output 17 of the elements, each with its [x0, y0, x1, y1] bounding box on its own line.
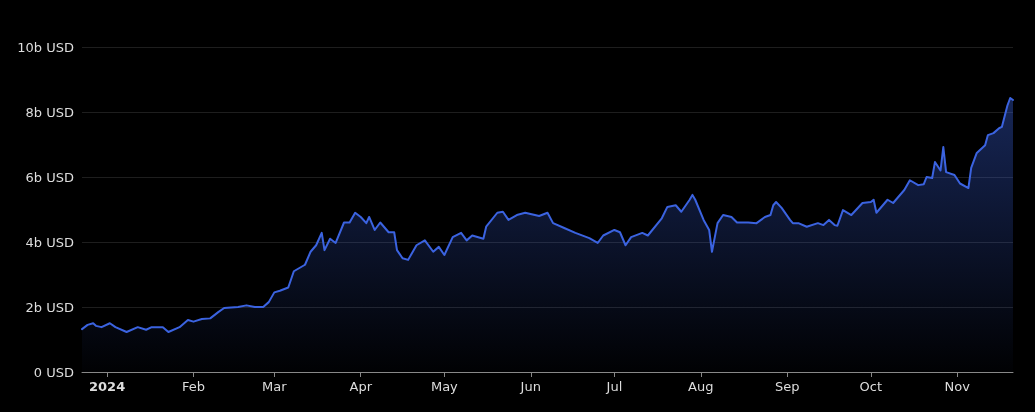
- y-tick-label: 8b USD: [25, 104, 74, 120]
- x-tick-label: Mar: [262, 379, 288, 394]
- x-tick-label: 2024: [88, 379, 126, 394]
- x-tick-label: Aug: [688, 379, 714, 394]
- x-tick-label: Nov: [944, 379, 971, 394]
- x-tick-label: Jul: [605, 379, 623, 394]
- x-tick-label: May: [430, 379, 459, 394]
- x-tick-label: Feb: [181, 379, 206, 394]
- x-tick-label: Jun: [519, 379, 541, 394]
- y-tick-label: 6b USD: [25, 169, 74, 185]
- y-tick-label: 2b USD: [25, 299, 74, 315]
- x-tick-label: Oct: [859, 379, 883, 394]
- y-tick-label: 10b USD: [17, 39, 74, 55]
- x-tick-label: Sep: [774, 379, 800, 394]
- y-tick-label: 4b USD: [25, 234, 74, 250]
- x-tick-label: Apr: [349, 379, 373, 394]
- y-tick-label: 0 USD: [33, 364, 74, 380]
